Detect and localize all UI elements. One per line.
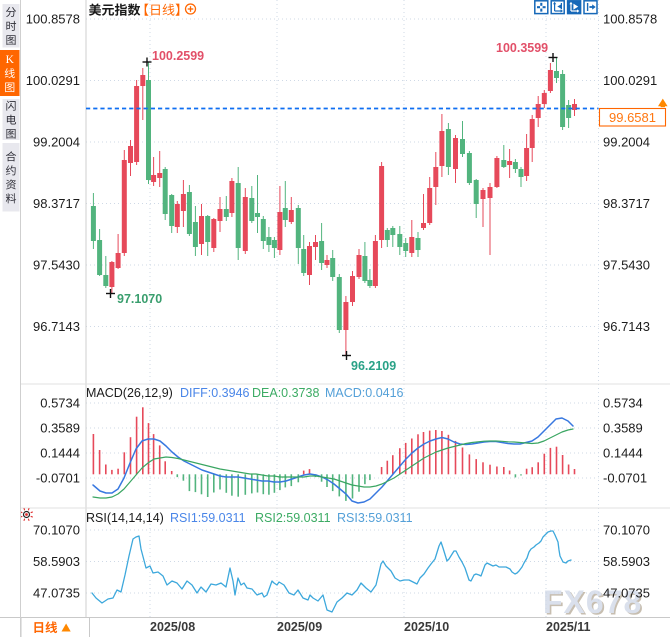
svg-text:100.2599: 100.2599 (152, 49, 204, 63)
svg-text:K: K (6, 54, 15, 66)
svg-text:-0.0701: -0.0701 (603, 471, 647, 486)
svg-text:FX678: FX678 (543, 584, 642, 620)
svg-text:96.2109: 96.2109 (351, 359, 396, 373)
svg-text:RSI3:59.0311: RSI3:59.0311 (337, 511, 413, 525)
svg-text:100.0291: 100.0291 (603, 73, 657, 88)
svg-text:97.5430: 97.5430 (33, 258, 80, 273)
svg-text:DEA:0.3738: DEA:0.3738 (252, 386, 319, 400)
svg-text:0.3589: 0.3589 (603, 421, 643, 436)
svg-text:2025/08: 2025/08 (150, 620, 195, 634)
svg-text:47.0735: 47.0735 (603, 586, 650, 601)
svg-text:99.2004: 99.2004 (603, 135, 650, 150)
svg-text:70.1070: 70.1070 (33, 523, 80, 538)
svg-text:96.7143: 96.7143 (603, 319, 650, 334)
svg-text:0.5734: 0.5734 (603, 396, 643, 411)
svg-text:RSI2:59.0311: RSI2:59.0311 (255, 511, 331, 525)
svg-text:0.1444: 0.1444 (40, 446, 80, 461)
svg-text:58.5903: 58.5903 (33, 554, 80, 569)
svg-text:0.3589: 0.3589 (40, 421, 80, 436)
svg-text:RSI1:59.0311: RSI1:59.0311 (170, 511, 246, 525)
svg-text:98.3717: 98.3717 (603, 196, 650, 211)
svg-text:47.0735: 47.0735 (33, 586, 80, 601)
svg-text:0.5734: 0.5734 (40, 396, 80, 411)
svg-text:58.5903: 58.5903 (603, 554, 650, 569)
svg-text:0.1444: 0.1444 (603, 446, 643, 461)
svg-text:98.3717: 98.3717 (33, 196, 80, 211)
svg-text:96.7143: 96.7143 (33, 319, 80, 334)
svg-text:-0.0701: -0.0701 (36, 471, 80, 486)
svg-text:MACD:0.0416: MACD:0.0416 (325, 386, 404, 400)
svg-text:2025/10: 2025/10 (404, 620, 449, 634)
svg-text:70.1070: 70.1070 (603, 523, 650, 538)
svg-text:100.8578: 100.8578 (26, 12, 80, 27)
svg-text:99.6581: 99.6581 (609, 110, 656, 125)
svg-text:97.1070: 97.1070 (117, 292, 162, 306)
svg-text:FX678: FX678 (545, 586, 644, 622)
svg-text:100.0291: 100.0291 (26, 73, 80, 88)
svg-text:2025/11: 2025/11 (546, 620, 591, 634)
svg-text:97.5430: 97.5430 (603, 258, 650, 273)
svg-text:99.2004: 99.2004 (33, 135, 80, 150)
svg-text:DIFF:0.3946: DIFF:0.3946 (180, 386, 250, 400)
svg-text:MACD(26,12,9): MACD(26,12,9) (86, 386, 173, 400)
svg-text:RSI(14,14,14): RSI(14,14,14) (86, 511, 164, 525)
svg-text:100.3599: 100.3599 (496, 41, 548, 55)
svg-text:2025/09: 2025/09 (277, 620, 322, 634)
svg-text:100.8578: 100.8578 (603, 12, 657, 27)
